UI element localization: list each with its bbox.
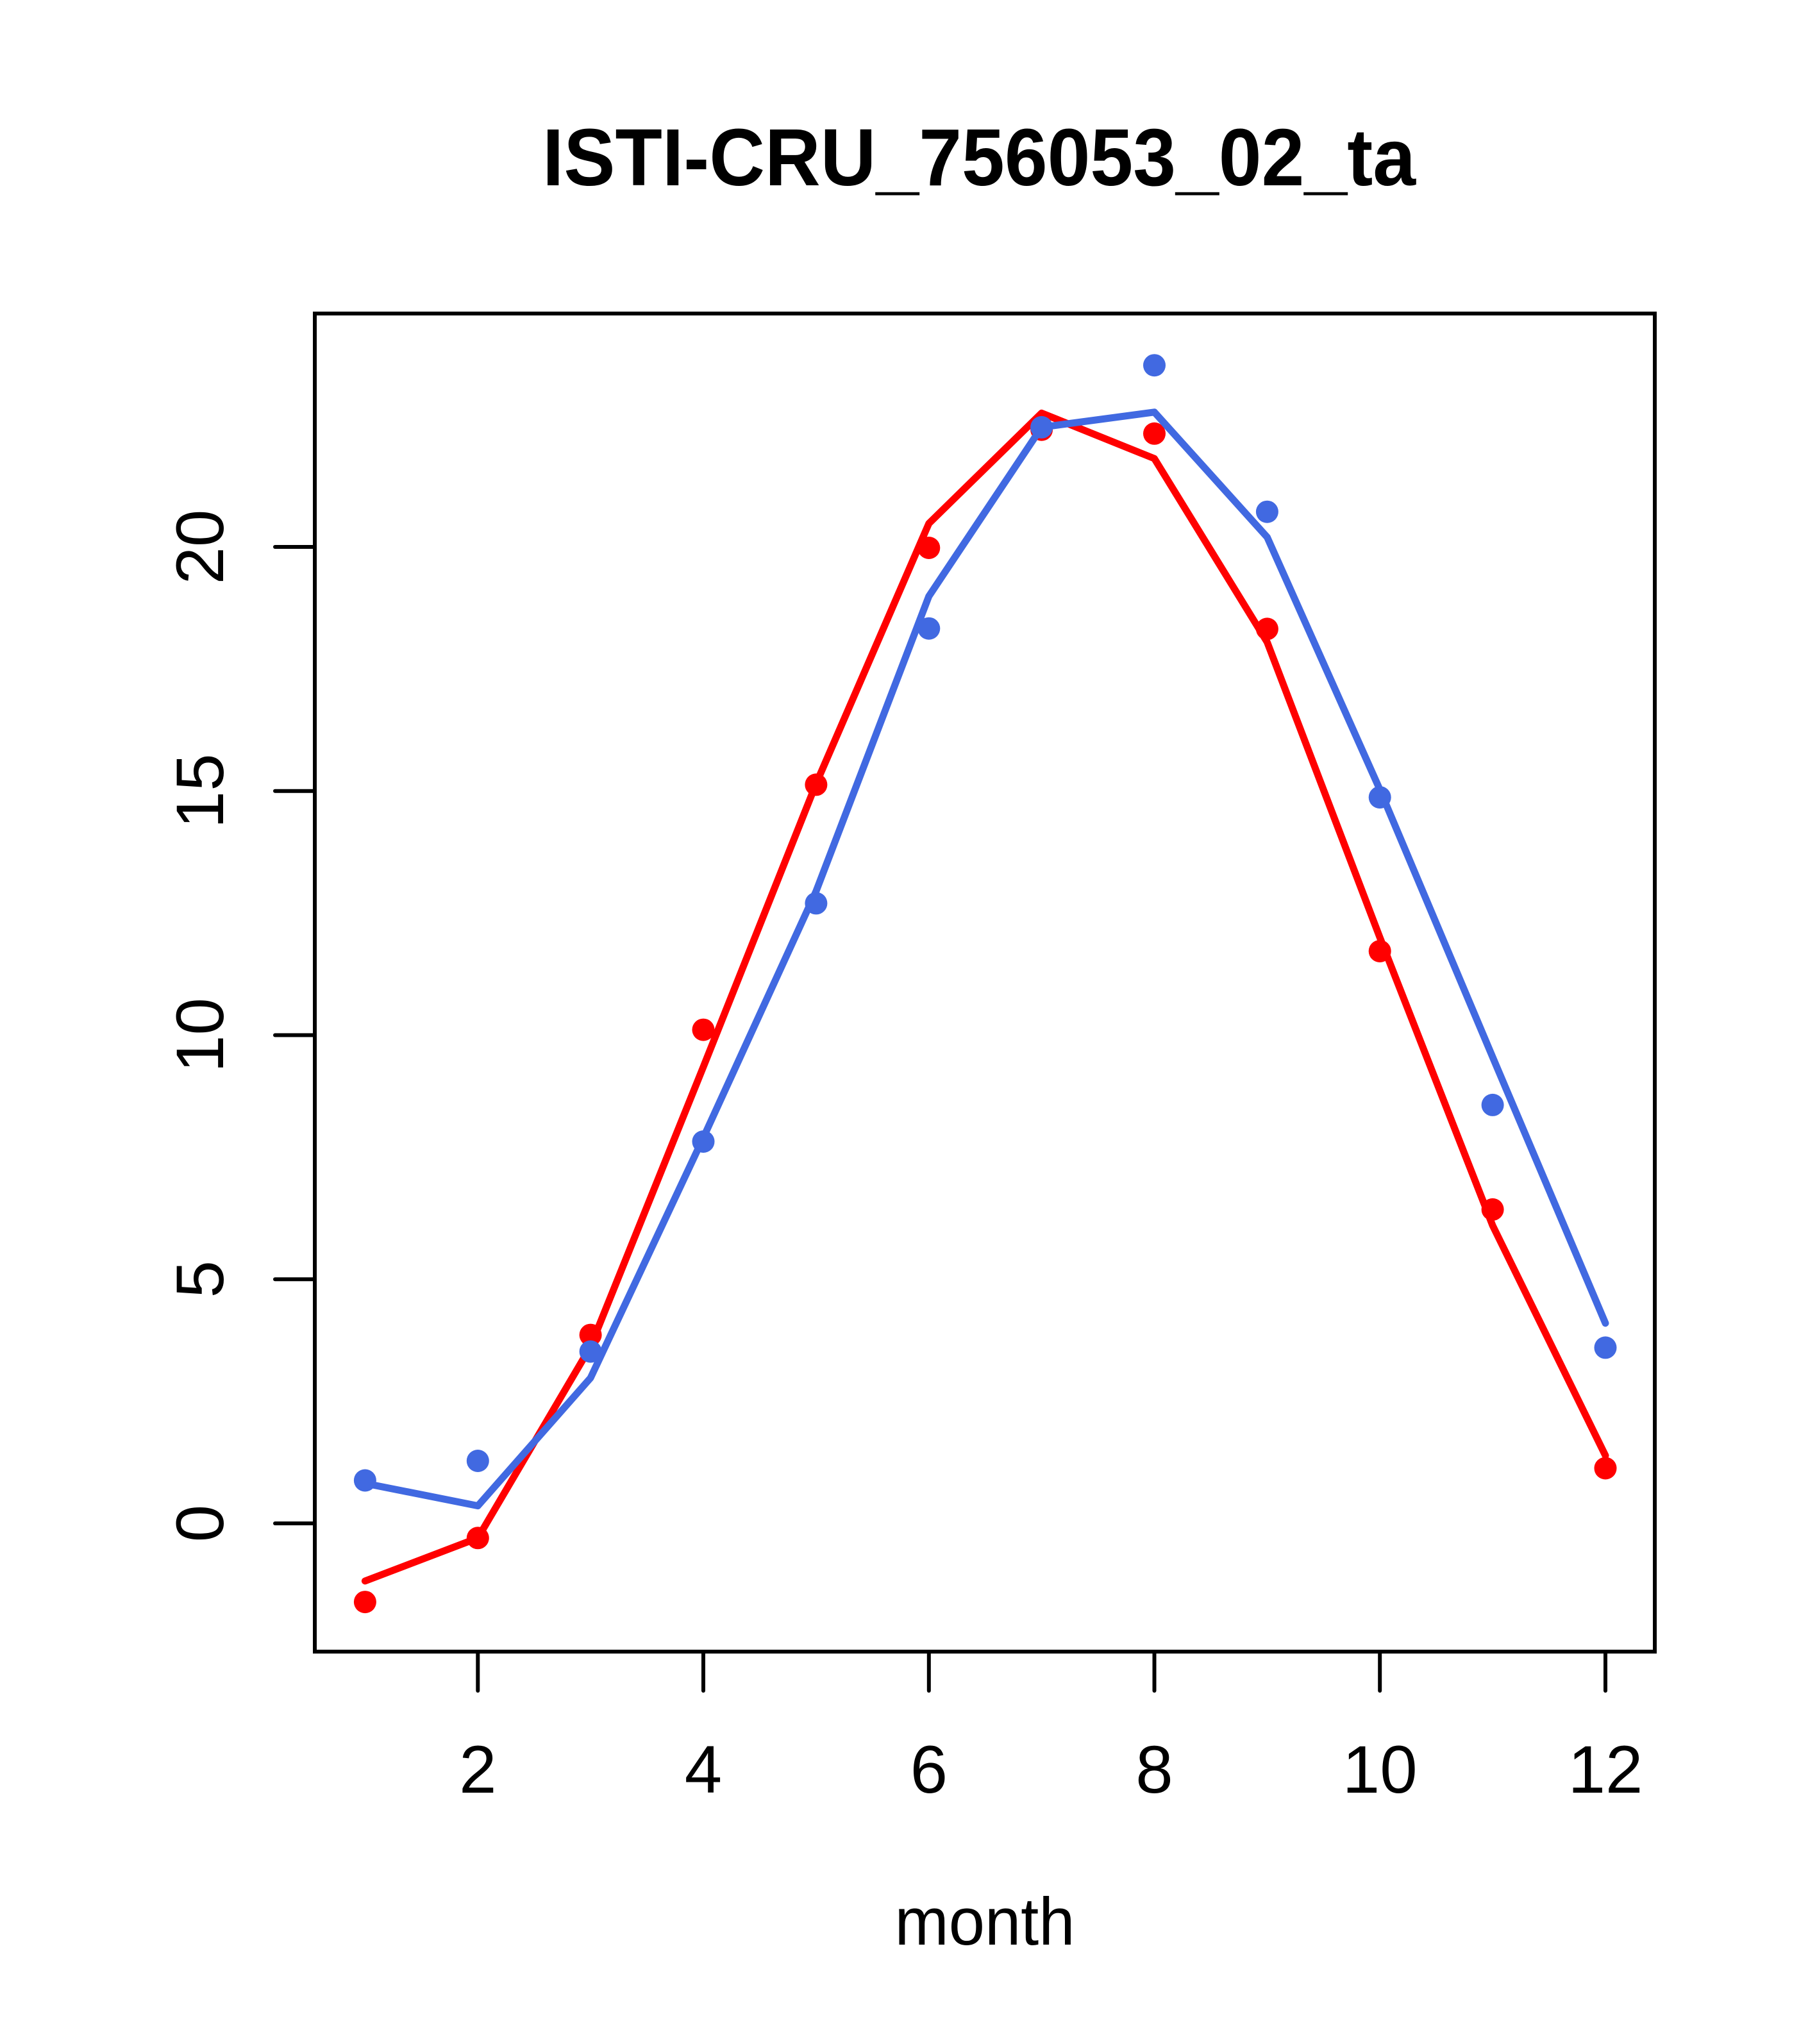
svg-text:10: 10 [1343,1732,1418,1807]
svg-text:4: 4 [685,1732,722,1807]
svg-text:8: 8 [1135,1732,1173,1807]
svg-text:6: 6 [910,1732,948,1807]
svg-text:2: 2 [459,1732,496,1807]
svg-text:12: 12 [1568,1732,1643,1807]
svg-text:month: month [895,1884,1075,1959]
svg-text:15: 15 [163,753,238,828]
svg-text:ISTI-CRU_756053_02_ta: ISTI-CRU_756053_02_ta [542,112,1416,203]
svg-text:0: 0 [163,1505,238,1542]
svg-text:5: 5 [163,1261,238,1298]
svg-text:20: 20 [163,510,238,585]
svg-text:10: 10 [163,998,238,1073]
